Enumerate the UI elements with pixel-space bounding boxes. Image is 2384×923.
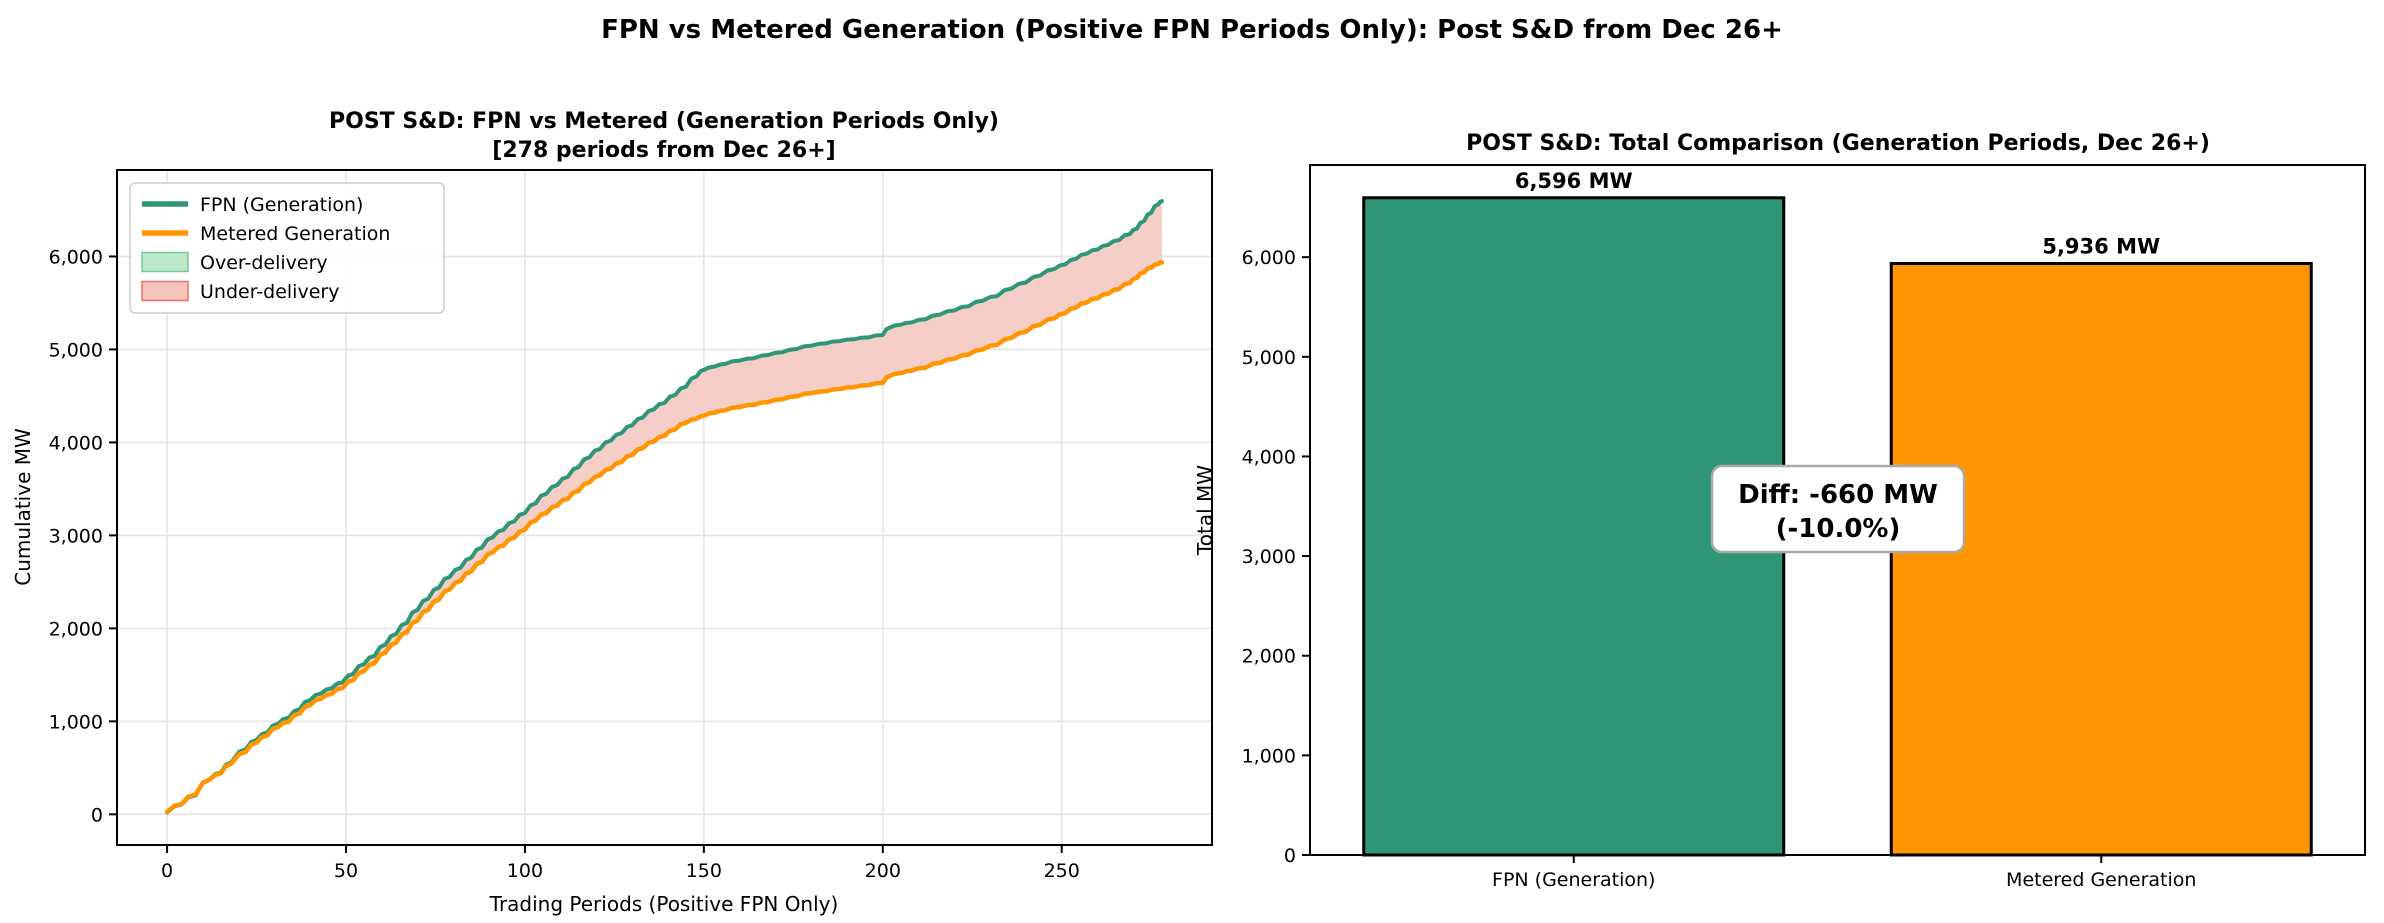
legend-label-under-delivery: Under-delivery	[200, 281, 339, 303]
legend-item-over-delivery: Over-delivery	[141, 251, 328, 274]
x-tick-label: 50	[334, 860, 358, 882]
legend-item-fpn: FPN (Generation)	[142, 194, 363, 216]
x-tick-label: 100	[507, 860, 543, 882]
y-tick-label: 0	[91, 804, 103, 826]
y-tick-label: 5,000	[1242, 347, 1296, 369]
y-tick-label: 1,000	[1242, 745, 1296, 767]
diff-annotation-line1: Diff: -660 MW	[1738, 480, 1938, 510]
bar-value-label: 6,596 MW	[1515, 169, 1633, 193]
diff-annotation: Diff: -660 MW (-10.0%)	[1710, 464, 1966, 554]
legend-label-over-delivery: Over-delivery	[200, 252, 328, 274]
legend-label-metered: Metered Generation	[200, 223, 390, 245]
legend-label-fpn: FPN (Generation)	[200, 194, 363, 216]
legend-item-under-delivery: Under-delivery	[141, 280, 339, 303]
right-plot-spines	[1309, 164, 2366, 856]
metered-bar	[1889, 262, 2313, 857]
y-tick-label: 2,000	[49, 618, 103, 640]
left-y-axis-label: Cumulative MW	[11, 428, 35, 586]
category-label: Metered Generation	[2006, 869, 2196, 891]
y-tick-label: 2,000	[1242, 646, 1296, 668]
legend-box	[129, 182, 445, 314]
y-tick-label: 5,000	[49, 339, 103, 361]
fpn-line	[165, 199, 1164, 815]
x-tick-label: 250	[1044, 860, 1080, 882]
left-chart-title-line1: POST S&D: FPN vs Metered (Generation Per…	[329, 109, 999, 134]
bar-value-label: 5,936 MW	[2042, 235, 2160, 259]
diff-annotation-box	[1710, 464, 1966, 554]
left-plot-spines	[116, 169, 1213, 846]
y-tick-label: 4,000	[1242, 446, 1296, 468]
right-y-axis-label: Total MW	[1193, 465, 1217, 556]
over-delivery-patch-icon	[141, 251, 189, 273]
category-label: FPN (Generation)	[1492, 869, 1655, 891]
y-tick-label: 0	[1284, 845, 1296, 867]
left-chart-title-line2: [278 periods from Dec 26+]	[492, 138, 835, 163]
metered-line	[164, 260, 1165, 815]
y-tick-label: 6,000	[1242, 247, 1296, 269]
y-tick-label: 6,000	[49, 246, 103, 268]
y-tick-label: 1,000	[49, 711, 103, 733]
under-delivery-patch-icon	[141, 280, 189, 302]
y-tick-label: 3,000	[1242, 546, 1296, 568]
diff-annotation-line2: (-10.0%)	[1776, 514, 1901, 544]
y-tick-label: 4,000	[49, 432, 103, 454]
legend: FPN (Generation) Metered Generation Over…	[129, 182, 445, 314]
right-chart-title: POST S&D: Total Comparison (Generation P…	[1466, 131, 2210, 156]
left-x-axis-label: Trading Periods (Positive FPN Only)	[489, 892, 839, 916]
x-tick-label: 0	[161, 860, 173, 882]
x-tick-label: 200	[865, 860, 901, 882]
under-delivery-fill	[167, 201, 1162, 813]
figure-suptitle: FPN vs Metered Generation (Positive FPN …	[601, 15, 1783, 45]
x-tick-label: 150	[686, 860, 722, 882]
legend-item-metered: Metered Generation	[142, 223, 390, 245]
y-tick-label: 3,000	[49, 525, 103, 547]
